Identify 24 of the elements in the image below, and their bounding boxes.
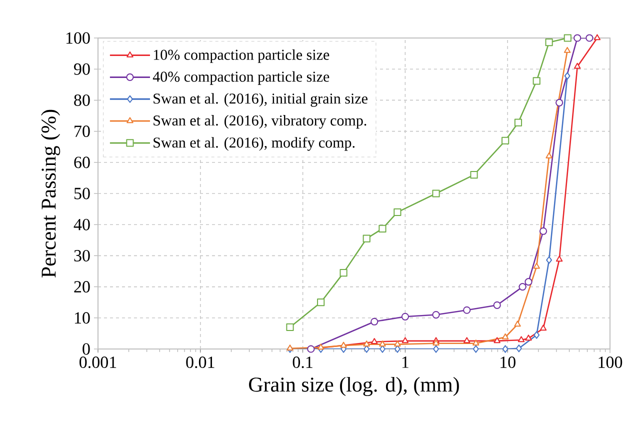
x-axis-title: Grain size (log. d), (mm) (249, 376, 459, 396)
y-tick-label: 50 (74, 188, 90, 200)
y-tick-label: 10 (74, 312, 90, 324)
y-tick-label: 100 (66, 32, 90, 44)
x-tick-label: 1 (402, 356, 408, 368)
y-tick-label: 0 (82, 343, 90, 355)
legend-label: Swan et al. (2016), initial grain size (154, 93, 368, 107)
legend-label: 10% compaction particle size (154, 49, 330, 63)
legend-label: Swan et al. (2016), modify comp. (154, 136, 355, 151)
y-tick-label: 70 (74, 126, 90, 138)
y-tick-label: 40 (74, 218, 90, 230)
y-tick-label: 90 (74, 63, 90, 75)
y-tick-label: 20 (74, 281, 90, 293)
x-tick-label: 0.1 (292, 356, 312, 368)
y-tick-label: 60 (74, 156, 90, 168)
x-tick-label: 0.01 (186, 356, 214, 368)
legend-label: 40% compaction particle size (152, 71, 330, 85)
y-tick-label: 80 (74, 94, 90, 106)
x-tick-label: 0.001 (80, 356, 116, 368)
y-tick-label: 30 (74, 250, 90, 262)
legend-label: Swan et al. (2016), vibratory comp. (154, 115, 366, 129)
x-tick-label: 10 (500, 356, 516, 368)
x-tick-label: 100 (598, 356, 622, 368)
y-axis-title: Percent Passing (%) (40, 110, 60, 278)
